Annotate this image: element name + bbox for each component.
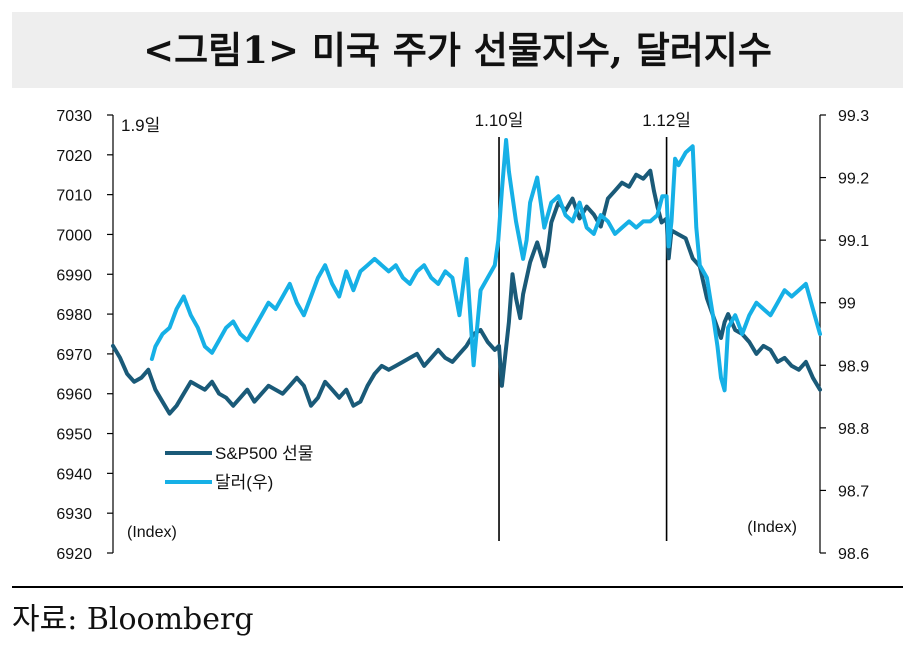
day-marker-label: 1.12일 [642,111,691,130]
right-axis-unit-label: (Index) [747,519,797,536]
left-tick-label: 7010 [56,188,92,205]
source-note: 자료: Bloomberg [12,602,254,637]
day-marker-label: 1.10일 [475,111,524,130]
legend-label-1: S&P500 선물 [215,444,313,463]
left-axis-unit-label: (Index) [127,524,177,541]
left-tick-label: 6940 [56,466,92,483]
left-tick-label: 6930 [56,506,92,523]
series-line-1 [111,168,822,416]
right-tick-label: 98.6 [838,546,869,563]
chart-title: <그림1> 미국 주가 선물지수, 달러지수 [143,28,772,72]
right-tick-label: 98.8 [838,421,869,438]
left-tick-label: 6950 [56,427,92,444]
right-tick-label: 98.7 [838,483,869,500]
left-tick-label: 6960 [56,387,92,404]
title-band: <그림1> 미국 주가 선물지수, 달러지수 [12,12,903,88]
legend-label-2: 달러(우) [215,473,273,492]
left-tick-label: 7000 [56,227,92,244]
left-tick-label: 6920 [56,546,92,563]
left-tick-label: 6980 [56,307,92,324]
right-tick-label: 99.2 [838,171,869,188]
bottom-divider [12,586,903,588]
left-tick-label: 7020 [56,148,92,165]
series-line-2 [149,138,822,393]
day-marker-label: 1.9일 [121,116,160,135]
right-tick-label: 98.9 [838,358,869,375]
right-tick-label: 99 [838,296,856,313]
left-tick-label: 7030 [56,108,92,125]
line-chart: 7030 7020 7010 7000 6990 6980 6970 6960 6950 6940… [56,108,869,563]
left-tick-label: 6990 [56,267,92,284]
left-tick-label: 6970 [56,347,92,364]
right-tick-label: 99.3 [838,108,869,125]
right-tick-label: 99.1 [838,233,869,250]
